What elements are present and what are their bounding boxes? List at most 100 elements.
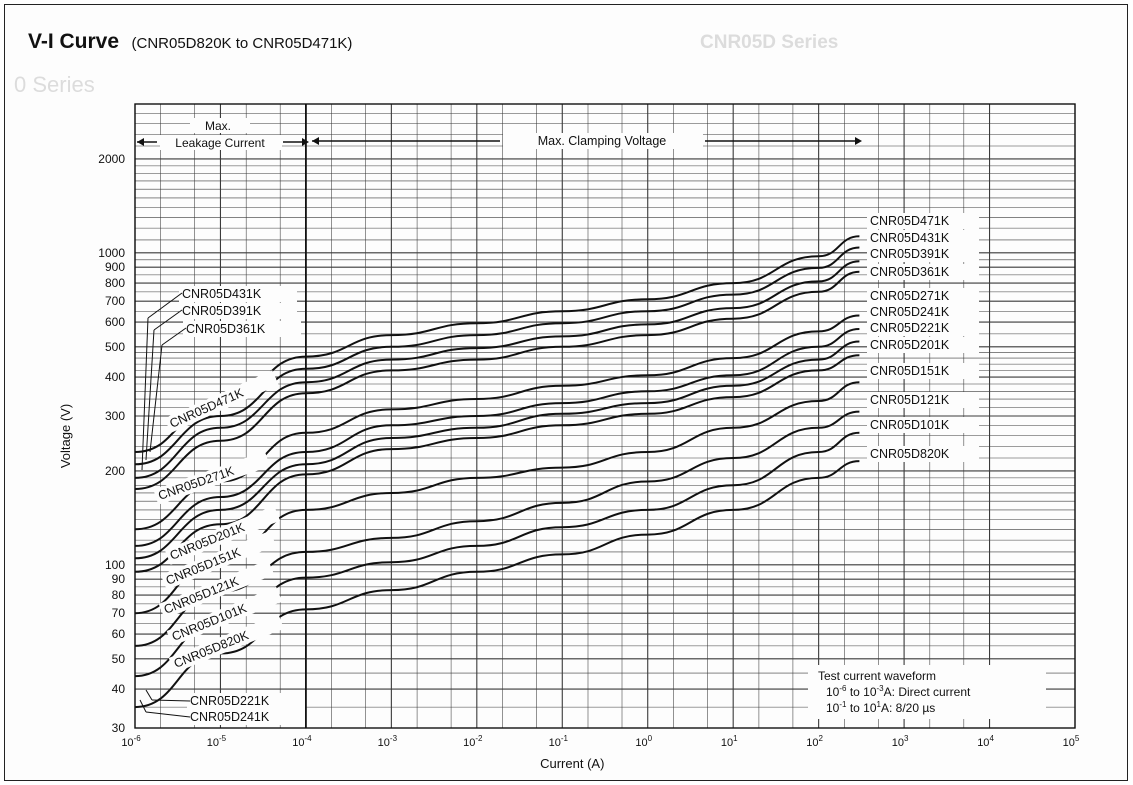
y-tick-label: 800 xyxy=(105,276,125,290)
start-label-bg xyxy=(168,613,285,673)
start-label-bg xyxy=(179,303,297,319)
start-label-cnr05d391k: CNR05D391K xyxy=(182,304,262,318)
label-leader-line xyxy=(145,689,153,701)
plot-border xyxy=(134,103,1076,729)
label-leader-line xyxy=(161,327,187,346)
start-label-cnr05d221k: CNR05D221K xyxy=(190,694,270,708)
y-tick-label: 70 xyxy=(112,606,126,620)
y-tick-label: 2000 xyxy=(98,152,125,166)
annotations: Max. Leakage Current Max. Clamping Voltage xyxy=(137,118,862,150)
end-label-cnr05d221k: CNR05D221K xyxy=(870,321,950,335)
x-tick-label: 10-1 xyxy=(549,734,569,749)
x-tick-label: 105 xyxy=(1063,734,1080,749)
start-label-group: CNR05D221K xyxy=(187,693,305,709)
start-label-bg xyxy=(179,286,297,302)
x-tick-label: 101 xyxy=(721,734,738,749)
start-label-bg xyxy=(164,370,279,433)
series-line-cnr05d241k xyxy=(134,328,860,547)
x-axis-label: Current (A) xyxy=(540,756,604,771)
start-label-bg xyxy=(160,530,277,590)
x-tick-label: 10-6 xyxy=(121,734,141,749)
end-label-bg xyxy=(867,320,979,336)
x-axis: 10-6 10-5 10-4 10-3 10-2 10-1 100 101 102 103 104 1… xyxy=(121,734,1080,771)
y-tick-label: 60 xyxy=(112,627,126,641)
end-label-cnr05d820k: CNR05D820K xyxy=(870,447,950,461)
chart-title-block: V-I Curve (CNR05D820K to CNR05D471K) xyxy=(28,30,352,54)
end-label-bg xyxy=(867,264,979,280)
start-label-group: CNR05D391K xyxy=(179,303,297,319)
end-label-bg xyxy=(867,213,979,229)
leakage-arrowhead-right xyxy=(302,138,309,146)
x-tick-label: 104 xyxy=(977,734,994,749)
x-tick-label: 10-5 xyxy=(207,734,227,749)
y-tick-label: 40 xyxy=(112,682,126,696)
label-leader-line xyxy=(141,317,149,471)
series-line-cnr05d221k xyxy=(134,340,860,560)
start-label-group: CNR05D431K xyxy=(179,286,297,302)
end-label-bg xyxy=(867,363,979,379)
label-leader-line xyxy=(151,699,191,702)
annotation-bg xyxy=(503,133,703,149)
start-label-group: CNR05D361K xyxy=(183,321,301,337)
waveform-line-1: 10-6 to 10-3A: Direct current xyxy=(826,684,971,699)
start-label-cnr05d361k: CNR05D361K xyxy=(186,322,266,336)
y-tick-label: 700 xyxy=(105,294,125,308)
annotation-bg xyxy=(190,118,250,133)
end-label-bg xyxy=(867,337,979,353)
end-label-cnr05d391k: CNR05D391K xyxy=(870,247,950,261)
start-label-bg xyxy=(187,709,305,725)
start-label-bg xyxy=(187,693,305,709)
end-label-cnr05d471k: CNR05D471K xyxy=(870,214,950,228)
end-label-bg xyxy=(867,288,979,304)
y-tick-label: 500 xyxy=(105,340,125,354)
x-tick-label: 10-3 xyxy=(378,734,398,749)
x-tick-label: 10-4 xyxy=(292,734,312,749)
x-tick-label: 10-2 xyxy=(463,734,483,749)
grid xyxy=(134,103,1076,729)
chart-title: V-I Curve xyxy=(28,30,120,53)
end-label-cnr05d361k: CNR05D361K xyxy=(870,265,950,279)
x-tick-label: 100 xyxy=(635,734,652,749)
label-leader-line xyxy=(145,711,191,718)
y-tick-label: 80 xyxy=(112,588,126,602)
y-tick-label: 1000 xyxy=(98,246,125,260)
end-label-cnr05d151k: CNR05D151K xyxy=(870,364,950,378)
clamping-label: Max. Clamping Voltage xyxy=(538,134,667,148)
x-tick-label: 102 xyxy=(806,734,823,749)
y-tick-label: 90 xyxy=(112,572,126,586)
clamping-arrowhead-right xyxy=(855,137,862,145)
start-label-bg xyxy=(183,321,301,337)
label-leader-line xyxy=(153,309,183,331)
series-line-cnr05d431k xyxy=(134,246,860,466)
label-leader-line xyxy=(147,292,183,319)
start-label-group: CNR05D241K xyxy=(187,709,305,725)
start-label-bg xyxy=(166,586,283,646)
end-label-cnr05d121k: CNR05D121K xyxy=(870,393,950,407)
series-line-cnr05d391k xyxy=(134,260,860,479)
end-label-bg xyxy=(867,417,979,433)
series-line-cnr05d361k xyxy=(134,270,860,490)
series-line-cnr05d201k xyxy=(134,354,860,573)
leakage-label-line1: Max. xyxy=(205,119,231,133)
end-label-bg xyxy=(867,246,979,262)
y-tick-label: 50 xyxy=(112,652,126,666)
y-tick-label: 300 xyxy=(105,409,125,423)
y-tick-label: 400 xyxy=(105,370,125,384)
waveform-note-bg xyxy=(808,665,1046,719)
annotation-bg xyxy=(160,135,282,150)
y-tick-label: 900 xyxy=(105,260,125,274)
start-label-bg xyxy=(153,451,271,505)
end-label-cnr05d241k: CNR05D241K xyxy=(870,305,950,319)
y-tick-label: 600 xyxy=(105,315,125,329)
label-leader-line xyxy=(139,699,147,713)
x-tick-label: 103 xyxy=(892,734,909,749)
waveform-title: Test current waveform xyxy=(818,669,936,683)
leakage-arrowhead-left xyxy=(137,138,144,146)
label-leader-line xyxy=(145,329,155,461)
start-label-cnr05d431k: CNR05D431K xyxy=(182,287,262,301)
start-label-cnr05d241k: CNR05D241K xyxy=(190,710,270,724)
clamping-arrowhead-left xyxy=(312,137,319,145)
start-label-bg xyxy=(158,559,275,619)
